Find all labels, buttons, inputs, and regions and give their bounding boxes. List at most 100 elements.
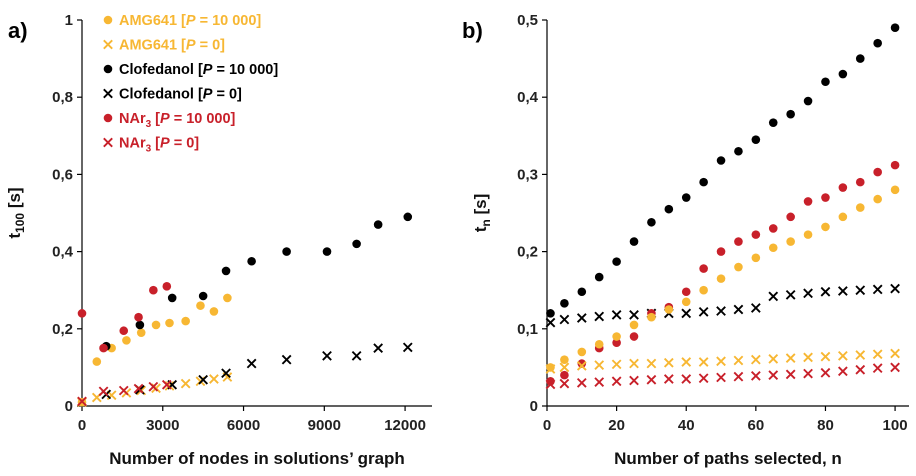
data-point-b-s2: [681, 287, 691, 297]
data-point-b-s1: [559, 314, 570, 325]
data-point-b-s0: [664, 204, 674, 214]
data-point-b-s3: [890, 185, 900, 195]
data-point-a-s0: [136, 328, 146, 337]
legend-entry-2: Clofedanol [P = 10 000]: [119, 62, 278, 78]
data-point-b-s2: [629, 332, 639, 341]
data-point-b-s2: [821, 193, 830, 202]
legend-marker-0: [103, 15, 113, 25]
data-point-a-s2: [221, 266, 231, 276]
data-point-a-s4: [119, 326, 129, 336]
data-point-a-s5: [133, 383, 144, 394]
legend-entry-1: AMG641 [P = 0]: [119, 38, 225, 54]
data-point-b-s5: [855, 364, 866, 375]
data-point-b-s1: [611, 310, 622, 320]
legend-entry-0: AMG641 [P = 10 000]: [119, 13, 261, 29]
data-point-b-s0: [699, 177, 708, 187]
data-point-b-s5: [646, 374, 657, 385]
data-point-b-s1: [698, 306, 709, 317]
data-point-b-s5: [837, 366, 848, 377]
data-point-b-s3: [699, 285, 708, 295]
data-point-b-s3: [629, 320, 639, 330]
y-tick-label-a: 0,4: [52, 244, 74, 261]
data-point-a-s4: [149, 285, 158, 295]
data-point-b-s4: [576, 360, 587, 371]
data-point-a-s2: [373, 220, 383, 229]
data-point-a-s3: [198, 374, 209, 385]
data-point-b-s5: [716, 372, 726, 383]
data-point-b-s5: [820, 367, 831, 378]
data-point-b-s0: [681, 193, 691, 202]
data-point-b-s4: [629, 358, 639, 369]
data-point-b-s0: [560, 299, 569, 308]
data-point-a-s2: [282, 247, 291, 256]
data-point-b-s3: [681, 297, 691, 307]
data-point-b-s2: [577, 359, 587, 368]
data-point-b-s0: [890, 23, 900, 33]
data-point-b-s5: [545, 379, 556, 390]
x-tick-label-a: 12000: [384, 417, 426, 434]
data-point-b-s0: [612, 257, 621, 266]
data-point-b-s5: [576, 377, 587, 388]
data-point-b-s0: [716, 156, 726, 165]
data-point-b-s0: [647, 217, 656, 227]
y-tick-label-b: 0,1: [517, 321, 538, 338]
data-point-a-s5: [118, 385, 129, 396]
x-tick-label-b: 100: [883, 417, 908, 434]
data-point-b-s4: [785, 353, 796, 364]
data-point-b-s1: [820, 286, 831, 297]
data-point-b-s5: [785, 369, 796, 380]
data-point-a-s0: [122, 336, 131, 345]
data-point-b-s0: [803, 96, 813, 106]
x-axis-title-b: Number of paths selected, n: [614, 449, 842, 468]
data-point-b-s4: [698, 357, 709, 367]
data-point-b-s4: [820, 351, 831, 362]
data-point-b-s3: [577, 347, 587, 357]
data-point-b-s4: [611, 359, 622, 370]
data-point-b-s5: [698, 373, 709, 384]
data-point-a-s5: [98, 386, 109, 397]
data-point-b-s2: [890, 160, 900, 170]
data-point-a-s3: [221, 368, 231, 379]
y-tick-label-b: 0,5: [517, 12, 538, 29]
x-tick-label-b: 40: [678, 417, 695, 434]
data-point-a-s5: [161, 379, 172, 390]
legend-marker-1: [103, 39, 113, 50]
x-tick-label-b: 60: [748, 417, 765, 434]
legend-entry-3: Clofedanol [P = 0]: [119, 87, 242, 103]
x-tick-label-a: 3000: [146, 417, 179, 434]
data-point-b-s4: [855, 350, 866, 360]
data-point-b-s5: [559, 378, 570, 389]
data-point-b-s0: [577, 287, 587, 297]
data-point-b-s5: [803, 368, 813, 379]
y-tick-label-a: 0,6: [52, 166, 73, 183]
x-axis-title-a: Number of nodes in solutions’ graph: [109, 449, 405, 468]
data-point-b-s5: [681, 374, 692, 384]
data-point-b-s4: [594, 360, 605, 370]
data-point-a-s0: [209, 307, 219, 316]
x-tick-label-b: 0: [543, 417, 551, 434]
data-point-b-s4: [872, 349, 883, 360]
x-tick-label-a: 6000: [227, 417, 260, 434]
data-point-b-s4: [559, 362, 570, 373]
y-tick-label-b: 0,2: [517, 244, 538, 261]
data-point-a-s0: [181, 316, 190, 326]
data-point-b-s0: [546, 309, 555, 318]
data-point-b-s0: [768, 118, 778, 127]
data-point-b-s4: [750, 354, 761, 365]
data-point-b-s1: [837, 286, 848, 296]
data-point-a-s3: [281, 354, 292, 365]
data-point-a-s4: [162, 282, 172, 291]
data-point-b-s3: [751, 253, 761, 263]
data-point-b-s3: [838, 212, 848, 222]
data-point-b-s2: [838, 183, 848, 192]
data-point-b-s5: [890, 362, 900, 373]
data-point-b-s3: [803, 230, 813, 239]
data-point-a-s3: [373, 343, 384, 353]
data-point-b-s1: [594, 311, 605, 322]
data-point-b-s1: [576, 313, 587, 323]
data-point-b-s3: [734, 262, 743, 272]
data-point-b-s0: [751, 135, 761, 144]
data-point-a-s3: [322, 350, 332, 361]
